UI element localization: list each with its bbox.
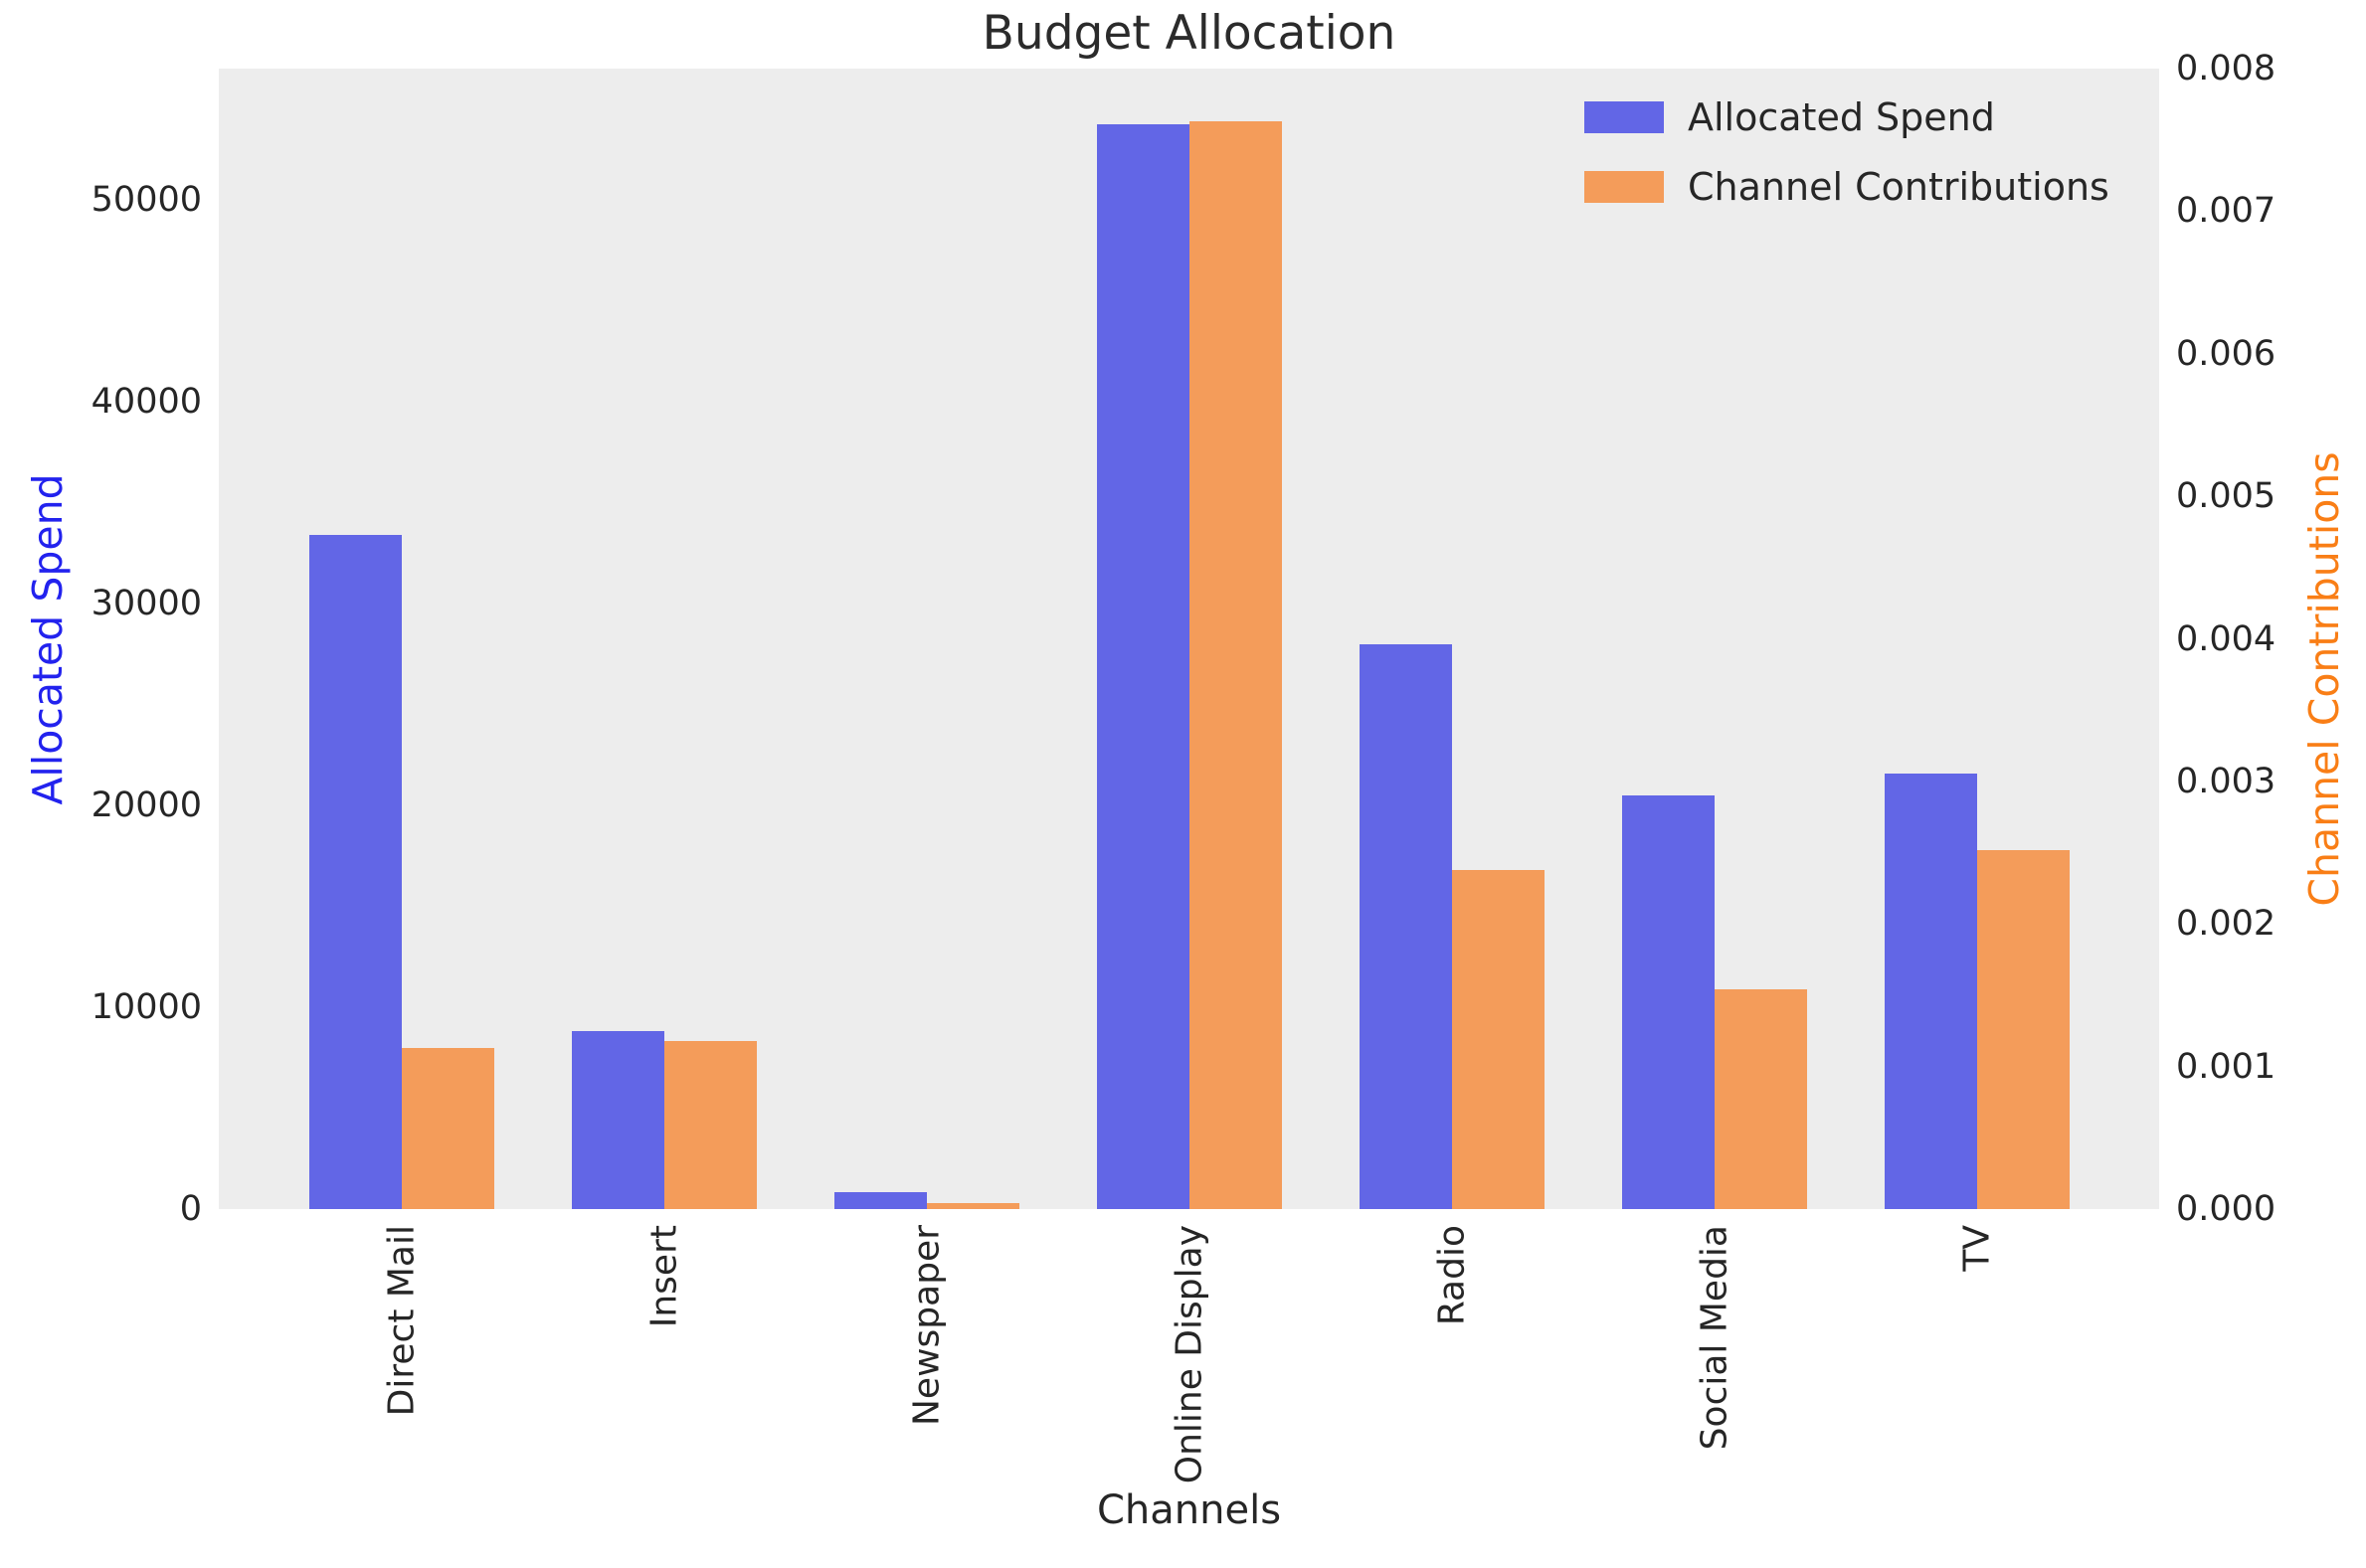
y-tick-label-right: 0.006: [2176, 333, 2276, 374]
y-tick-label-right: 0.008: [2176, 49, 2276, 88]
bar-allocated-spend-direct-mail: [309, 535, 402, 1209]
legend-swatch-allocated-spend: [1584, 101, 1664, 133]
bar-allocated-spend-tv: [1885, 774, 1977, 1209]
y-axis-label-right: Channel Contributions: [2300, 450, 2348, 907]
bar-channel-contributions-newspaper: [927, 1203, 1019, 1209]
y-tick-label-left: 50000: [91, 179, 202, 220]
y-tick-label-left: 30000: [91, 583, 202, 623]
y-tick-label-left: 20000: [91, 784, 202, 825]
legend-swatch-channel-contributions: [1584, 171, 1664, 203]
x-tick-label-direct-mail: Direct Mail: [381, 1225, 423, 1417]
x-tick-label-online-display: Online Display: [1169, 1225, 1210, 1484]
bar-channel-contributions-radio: [1452, 870, 1545, 1209]
y-tick-label-left: 0: [179, 1189, 202, 1229]
y-tick-label-right: 0.007: [2176, 191, 2276, 232]
bar-channel-contributions-insert: [664, 1041, 757, 1209]
y-axis-label-left: Allocated Spend: [24, 472, 72, 805]
bar-allocated-spend-radio: [1360, 644, 1452, 1209]
bar-allocated-spend-insert: [572, 1031, 664, 1209]
bar-channel-contributions-social-media: [1715, 989, 1807, 1209]
x-tick-label-newspaper: Newspaper: [906, 1225, 948, 1426]
bar-allocated-spend-newspaper: [834, 1192, 927, 1209]
y-tick-label-right: 0.002: [2176, 904, 2276, 945]
y-tick-label-left: 40000: [91, 381, 202, 422]
y-tick-label-right: 0.003: [2176, 761, 2276, 801]
bar-channel-contributions-direct-mail: [402, 1048, 494, 1209]
bar-allocated-spend-online-display: [1097, 124, 1189, 1209]
x-tick-label-insert: Insert: [643, 1225, 685, 1328]
x-tick-label-social-media: Social Media: [1694, 1225, 1735, 1451]
bar-allocated-spend-social-media: [1622, 795, 1715, 1209]
legend: Allocated Spend Channel Contributions: [1584, 95, 2109, 209]
legend-item-channel-contributions: Channel Contributions: [1584, 165, 2109, 209]
x-axis-label: Channels: [1096, 1487, 1282, 1533]
y-tick-label-right: 0.000: [2176, 1189, 2276, 1229]
legend-label-allocated-spend: Allocated Spend: [1688, 95, 1995, 139]
x-tick-label-tv: TV: [1956, 1225, 1998, 1272]
legend-item-allocated-spend: Allocated Spend: [1584, 95, 2109, 139]
bar-channel-contributions-tv: [1977, 850, 2070, 1209]
y-tick-label-right: 0.004: [2176, 618, 2276, 659]
x-tick-label-radio: Radio: [1431, 1225, 1473, 1326]
bar-channel-contributions-online-display: [1189, 121, 1282, 1209]
y-tick-label-right: 0.001: [2176, 1046, 2276, 1087]
y-tick-label-left: 10000: [91, 986, 202, 1027]
y-tick-label-right: 0.005: [2176, 476, 2276, 517]
legend-label-channel-contributions: Channel Contributions: [1688, 165, 2109, 209]
chart-title: Budget Allocation: [982, 6, 1396, 61]
